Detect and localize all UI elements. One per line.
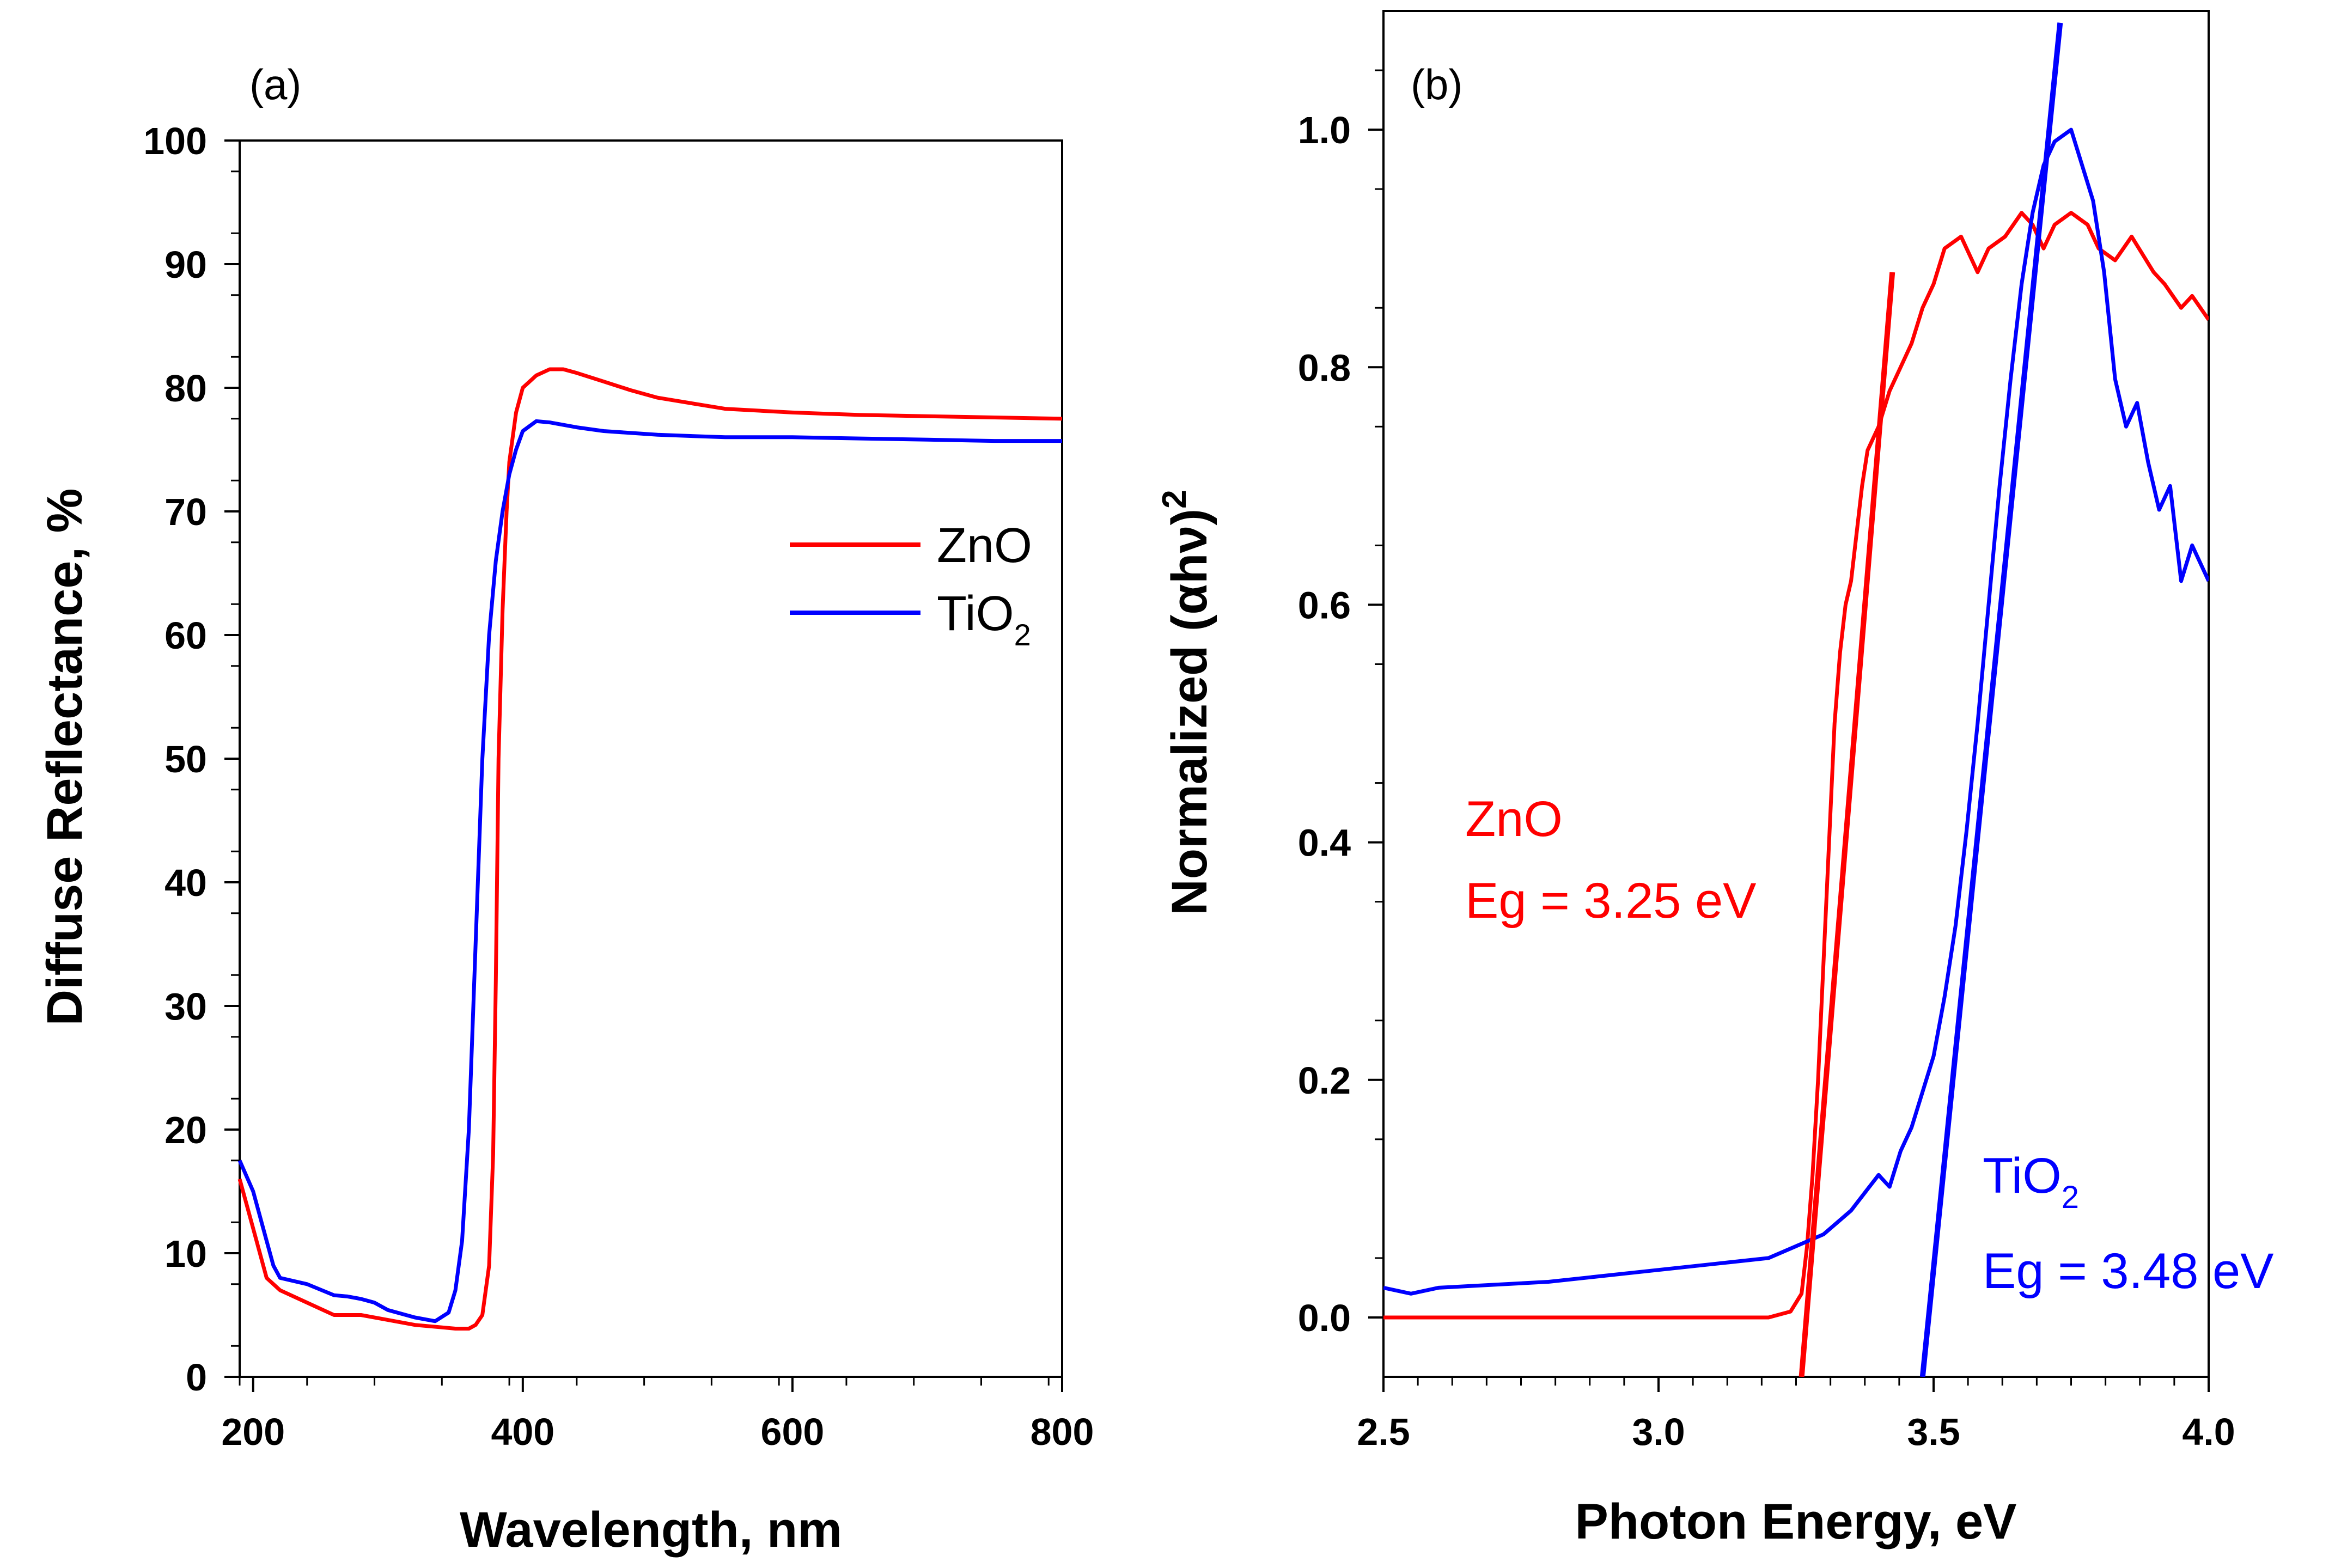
- annotation-zno-eg: Eg = 3.25 eV: [1465, 873, 1757, 929]
- x-tick-label: 3.0: [1632, 1411, 1685, 1453]
- panel-a-plot-frame: [239, 139, 1063, 1378]
- x-tick-label: 4.0: [2182, 1411, 2235, 1453]
- y-tick-label: 10: [164, 1233, 207, 1275]
- series-line-tio2: [1383, 127, 2209, 1296]
- annotation-tio2-label: TiO2: [1983, 1148, 2079, 1215]
- x-tick-label: 2.5: [1357, 1411, 1410, 1453]
- y-tick-label: 30: [164, 985, 207, 1028]
- legend-tio2-label: TiO2: [937, 587, 1031, 652]
- y-tick-label: 1.0: [1298, 109, 1351, 151]
- y-tick-label: 90: [164, 243, 207, 286]
- panel-a-y-axis-title: Diffuse Reflectance, %: [37, 489, 93, 1026]
- panel-b-label: (b): [1411, 60, 1462, 108]
- annotation-zno-label: ZnO: [1465, 791, 1563, 847]
- panel-b-series: [1383, 22, 2209, 1377]
- x-tick-label: 800: [1031, 1411, 1094, 1453]
- panel-b-annotations: ZnO Eg = 3.25 eV TiO2 Eg = 3.48 eV: [1465, 791, 2274, 1299]
- annotation-tio2-eg: Eg = 3.48 eV: [1983, 1243, 2274, 1299]
- y-tick-label: 40: [164, 862, 207, 904]
- panel-b-y-axis-title: Normalized (αhν)2: [1156, 490, 1217, 915]
- fit-line-zno-fit: [1799, 272, 1895, 1377]
- y-tick-label: 0: [186, 1356, 207, 1399]
- panel-b-x-axis-title: Photon Energy, eV: [1575, 1494, 2016, 1549]
- x-tick-label: 400: [491, 1411, 554, 1453]
- panel-a-ticks: 200 400 600 800 0 10 20 30 40 50 60 70 80 90 100: [143, 120, 1094, 1453]
- y-tick-label: 0.6: [1298, 584, 1351, 626]
- fit-line-tio2-fit: [1919, 22, 2063, 1377]
- series-line-zno: [1383, 211, 2209, 1320]
- x-tick-label: 600: [761, 1411, 825, 1453]
- panel-a-series: [237, 367, 1063, 1331]
- panel-b-plot-frame: [1382, 10, 2210, 1378]
- panel-a-label: (a): [249, 60, 301, 108]
- y-tick-label: 50: [164, 738, 207, 780]
- panel-a: (a) 200 400 600 800 0 10 20 30 40 50 60 70 80 90 100 W…: [37, 60, 1094, 1558]
- y-tick-label: 60: [164, 614, 207, 657]
- legend-zno-label: ZnO: [937, 518, 1032, 573]
- y-tick-label: 0.4: [1298, 822, 1351, 864]
- y-tick-label: 70: [164, 491, 207, 533]
- x-tick-label: 3.5: [1907, 1411, 1960, 1453]
- y-tick-label: 100: [143, 120, 207, 162]
- x-tick-label: 200: [221, 1411, 285, 1453]
- y-tick-label: 0.0: [1298, 1297, 1351, 1339]
- panel-b: (b) 2.5 3.0 3.5 4.0 0.0 0.2 0.4 0.6 0.8 1.0 Photo…: [1156, 10, 2274, 1549]
- y-tick-label: 80: [164, 367, 207, 410]
- series-line-zno: [237, 367, 1063, 1331]
- series-line-tio2: [237, 419, 1062, 1323]
- panel-b-ticks: 2.5 3.0 3.5 4.0 0.0 0.2 0.4 0.6 0.8 1.0: [1298, 69, 2235, 1453]
- y-tick-label: 20: [164, 1109, 207, 1151]
- y-tick-label: 0.2: [1298, 1059, 1351, 1102]
- y-tick-label: 0.8: [1298, 346, 1351, 389]
- panel-a-legend: ZnO TiO2: [790, 518, 1032, 652]
- panel-a-x-axis-title: Wavelength, nm: [460, 1502, 842, 1558]
